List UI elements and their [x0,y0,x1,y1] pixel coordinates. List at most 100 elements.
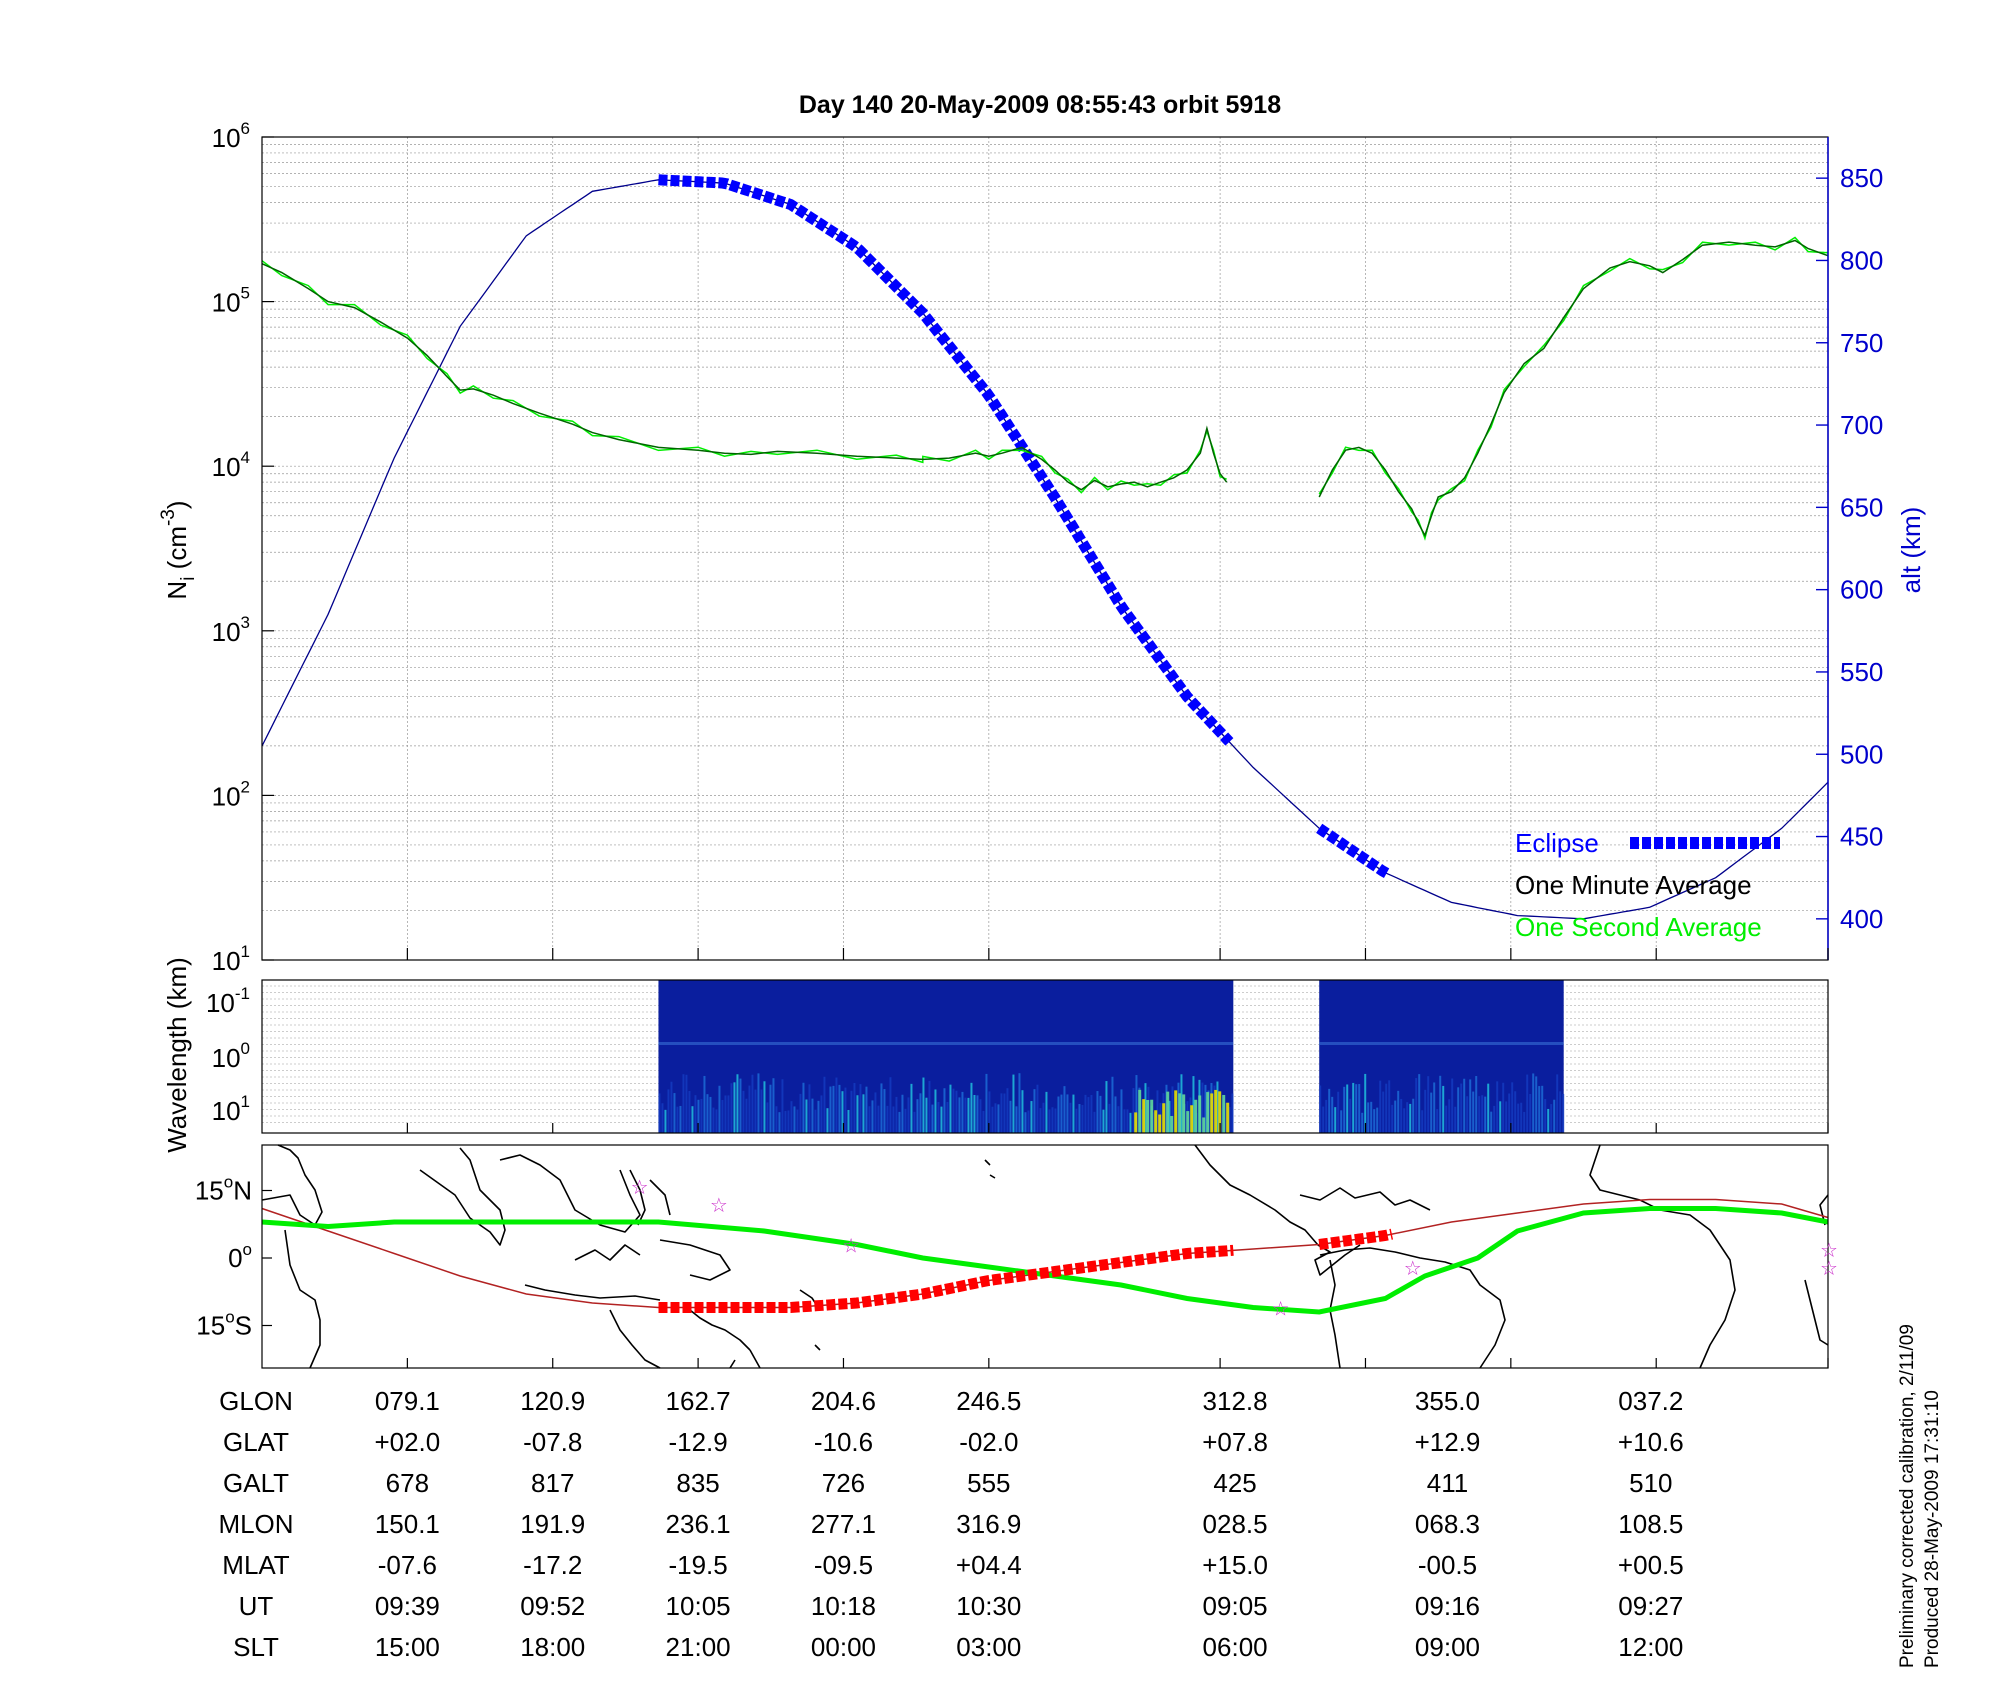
spectrogram-column [736,1074,739,1133]
spectrogram-column [826,1108,829,1133]
spectrogram-column [844,1087,847,1133]
ion-density-grid [262,137,1828,961]
spectrogram-tick-label: 100 [212,1039,250,1073]
legend-eclipse-label: Eclipse [1515,828,1599,858]
spectrogram-column [1331,1096,1334,1133]
spectrogram-column [697,1099,700,1133]
spectrogram-column [1544,1099,1547,1133]
spectrogram-column [1508,1093,1511,1133]
table-cell: 00:00 [811,1632,876,1662]
spectrogram-column [871,1100,874,1133]
spectrogram-column [703,1075,706,1133]
table-cell: 10:18 [811,1591,876,1621]
spectrogram-column [1060,1094,1063,1133]
spectrogram-column [1349,1098,1352,1133]
spectrogram-band [658,1042,1234,1045]
spectrogram-column [1340,1110,1343,1133]
eclipse-segment [658,174,1234,746]
altitude-tick-label: 600 [1840,575,1883,605]
spectrogram-column [1484,1096,1487,1133]
spectrogram-column [967,1097,970,1133]
spectrogram-column [1460,1083,1463,1133]
spectrogram-column [1096,1091,1099,1133]
one-minute-average-line [1318,239,1829,538]
spectrogram-column [1469,1079,1472,1133]
table-cell: 09:39 [375,1591,440,1621]
spectrogram-column [1343,1086,1346,1133]
spectrogram-column [1355,1084,1358,1133]
spectrogram-column [1424,1089,1427,1133]
spectrogram-column [1538,1086,1541,1133]
spectrogram-column [889,1077,892,1133]
spectrogram-column [1144,1083,1147,1133]
spectrogram-column [1087,1097,1090,1133]
spectrogram-column [919,1093,922,1133]
spectrogram-column [835,1077,838,1133]
spectrogram-column [1412,1098,1415,1133]
spectrogram-column [958,1097,961,1133]
spectrogram-column [952,1088,955,1133]
table-cell: +02.0 [374,1427,440,1457]
spectrogram-column [859,1084,862,1133]
spectrogram-column [1463,1078,1466,1133]
spectrogram-column [910,1083,913,1133]
spectrogram-column [976,1095,979,1133]
spectrogram-column [868,1106,871,1133]
spectrogram-column [1379,1080,1382,1133]
spectrogram-column [880,1083,883,1133]
spectrogram-column [913,1111,916,1133]
spectrogram-column [817,1100,820,1133]
spectrogram-column [1421,1110,1424,1133]
spectrogram-column [1045,1091,1048,1133]
spectrogram-column [1216,1081,1219,1133]
spectrogram-column [1493,1105,1496,1133]
table-cell: 068.3 [1415,1509,1480,1539]
footnote-produced: Produced 28-May-2009 17:31:10 [1922,1390,1943,1668]
density-tick-label: 106 [212,119,250,153]
spectrogram-column [1075,1108,1078,1133]
spectrogram-column [1000,1093,1003,1133]
table-cell: 079.1 [375,1386,440,1416]
spectrogram-column [712,1107,715,1133]
one-minute-average-line [261,263,1228,491]
table-cell: 06:00 [1203,1632,1268,1662]
spectrogram-column [1445,1105,1448,1133]
spectrogram-column [1562,1093,1565,1133]
spectrogram-column [1403,1108,1406,1133]
spectrogram-column [1063,1086,1066,1133]
table-cell: +10.6 [1618,1427,1684,1457]
spectrogram-column [1105,1081,1108,1133]
eclipse-track-segment [1318,1228,1394,1250]
spectrogram-column [883,1089,886,1133]
spectrogram-column [865,1086,868,1133]
spectrogram-column [979,1099,982,1133]
spectrogram-column [673,1093,676,1133]
table-cell: 236.1 [666,1509,731,1539]
table-cell: -09.5 [814,1550,873,1580]
spectrogram-column [1072,1094,1075,1133]
spectrogram-column [853,1082,856,1133]
spectrogram-column [1084,1094,1087,1133]
spectrogram-column [1123,1109,1126,1133]
spectrogram-column [802,1082,805,1133]
spectrogram-column [991,1106,994,1133]
spectrogram-hot-column [1174,1090,1178,1133]
spectrogram-tick-label: 101 [212,1092,250,1126]
ground-track-line [261,1206,1829,1315]
spectrogram-column [1526,1074,1529,1133]
table-cell: +12.9 [1415,1427,1481,1457]
spectrogram-column [784,1110,787,1133]
spectrogram-column [715,1109,718,1133]
spectrogram-column [778,1112,781,1133]
spectrogram-column [997,1104,1000,1133]
altitude-tick-label: 500 [1840,739,1883,769]
spectrogram-column [1042,1102,1045,1133]
spectrogram-column [940,1106,943,1133]
spectrogram-column [667,1089,670,1133]
table-cell: 120.9 [520,1386,585,1416]
spectrogram-column [1550,1104,1553,1133]
spectrogram-column [1427,1076,1430,1133]
spectrogram-column [1228,1107,1231,1133]
eclipse-track-segment [658,1244,1234,1313]
